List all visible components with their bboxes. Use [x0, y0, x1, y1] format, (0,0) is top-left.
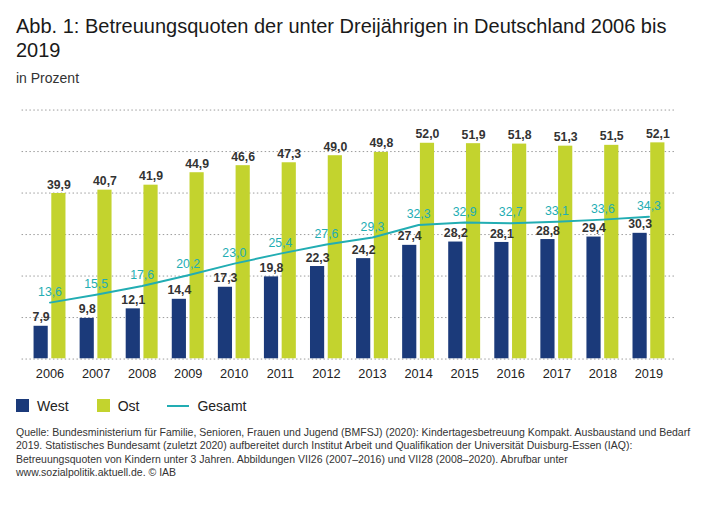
html-text:in Prozent: in Prozent — [16, 70, 79, 86]
svg-text:32,9: 32,9 — [453, 205, 477, 219]
svg-text:2015: 2015 — [450, 366, 478, 381]
svg-text:2016: 2016 — [497, 366, 525, 381]
svg-text:12,1: 12,1 — [121, 293, 145, 307]
svg-text:25,4: 25,4 — [268, 236, 292, 250]
svg-text:2009: 2009 — [174, 366, 202, 381]
svg-text:34,3: 34,3 — [637, 199, 661, 213]
svg-text:28,2: 28,2 — [444, 226, 468, 240]
svg-text:2006: 2006 — [36, 366, 64, 381]
svg-text:51,5: 51,5 — [600, 129, 624, 143]
svg-text:46,6: 46,6 — [231, 150, 255, 164]
svg-text:28,8: 28,8 — [536, 224, 560, 238]
html-text:Ost: Ost — [117, 397, 140, 414]
svg-text:20,2: 20,2 — [176, 257, 200, 271]
svg-text:23,0: 23,0 — [222, 246, 246, 260]
svg-text:15,5: 15,5 — [84, 277, 108, 291]
svg-text:2013: 2013 — [358, 366, 386, 381]
svg-text:32,3: 32,3 — [407, 207, 431, 221]
svg-text:40,7: 40,7 — [93, 174, 117, 188]
svg-text:2018: 2018 — [589, 366, 617, 381]
svg-text:27,6: 27,6 — [315, 227, 339, 241]
html-text:Gesamt: Gesamt — [197, 397, 247, 414]
svg-text:17,6: 17,6 — [130, 268, 154, 282]
svg-text:44,9: 44,9 — [185, 157, 209, 171]
html-text:Quelle: Bundesministerium für: Quelle: Bundesministerium für Familie, S… — [16, 425, 691, 479]
html-text:Abb. 1: Betreuungsquoten der u: Abb. 1: Betreuungsquoten der unter Dreij… — [16, 15, 667, 61]
svg-text:14,4: 14,4 — [167, 283, 191, 297]
svg-text:19,8: 19,8 — [260, 261, 284, 275]
svg-text:52,1: 52,1 — [646, 127, 670, 141]
svg-text:22,3: 22,3 — [306, 251, 330, 265]
svg-text:51,9: 51,9 — [462, 128, 486, 142]
svg-text:29,3: 29,3 — [361, 220, 385, 234]
svg-text:32,7: 32,7 — [499, 205, 523, 219]
svg-text:33,1: 33,1 — [545, 204, 569, 218]
svg-text:7,9: 7,9 — [33, 310, 50, 324]
svg-text:2012: 2012 — [312, 366, 340, 381]
svg-text:28,1: 28,1 — [490, 227, 514, 241]
svg-text:39,9: 39,9 — [47, 178, 71, 192]
svg-text:24,2: 24,2 — [352, 243, 376, 257]
svg-text:17,3: 17,3 — [214, 271, 238, 285]
svg-text:9,8: 9,8 — [79, 302, 96, 316]
svg-text:30,3: 30,3 — [628, 217, 652, 231]
svg-text:52,0: 52,0 — [416, 127, 440, 141]
svg-text:2014: 2014 — [404, 366, 432, 381]
svg-text:33,6: 33,6 — [591, 202, 615, 216]
svg-text:47,3: 47,3 — [277, 147, 301, 161]
svg-text:49,0: 49,0 — [323, 140, 347, 154]
svg-text:51,8: 51,8 — [508, 128, 532, 142]
svg-text:2010: 2010 — [220, 366, 248, 381]
svg-text:2007: 2007 — [82, 366, 110, 381]
svg-text:29,4: 29,4 — [582, 221, 606, 235]
svg-text:2008: 2008 — [128, 366, 156, 381]
svg-text:13,6: 13,6 — [38, 285, 62, 299]
html-text:West: West — [37, 397, 69, 414]
svg-text:2019: 2019 — [635, 366, 663, 381]
svg-text:49,8: 49,8 — [369, 136, 393, 150]
svg-text:51,3: 51,3 — [554, 130, 578, 144]
svg-text:41,9: 41,9 — [139, 169, 163, 183]
svg-text:27,4: 27,4 — [398, 229, 422, 243]
svg-text:2011: 2011 — [267, 366, 294, 381]
svg-text:2017: 2017 — [543, 366, 571, 381]
